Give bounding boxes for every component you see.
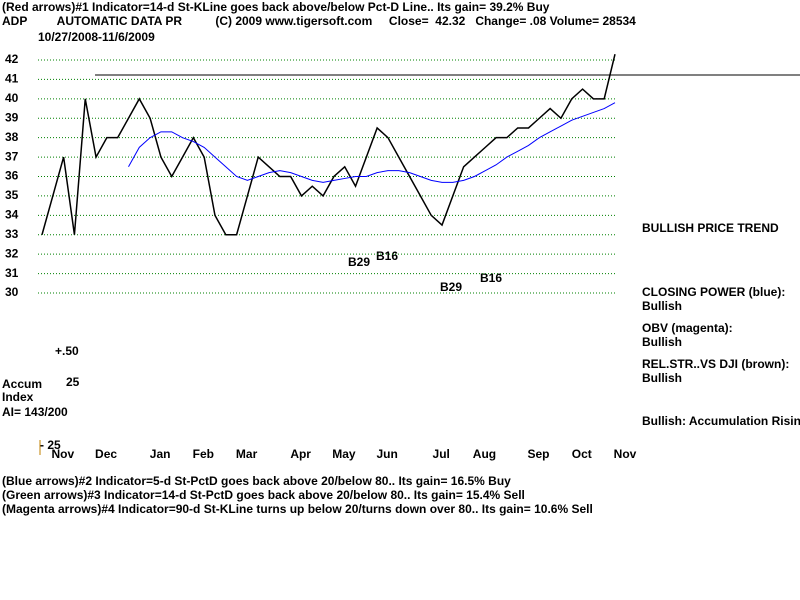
series-line: [41, 53, 616, 236]
note: - 25: [40, 438, 61, 452]
note: BULLISH PRICE TREND: [642, 221, 779, 235]
y-tick-label: 38: [5, 130, 19, 144]
x-tick-label: Nov: [614, 447, 637, 461]
x-tick-label: Nov: [51, 447, 74, 461]
y-tick-label: 37: [5, 149, 19, 163]
series-line: [128, 102, 616, 183]
x-tick-label: Aug: [473, 447, 496, 461]
footer-line: (Magenta arrows)#4 Indicator=90-d St-KLi…: [2, 502, 593, 516]
x-tick-label: Dec: [95, 447, 117, 461]
note: Bullish: [642, 371, 682, 385]
x-tick-label: Mar: [236, 447, 258, 461]
header-line: ADP AUTOMATIC DATA PR (C) 2009 www.tiger…: [2, 14, 636, 28]
y-tick-label: 33: [5, 227, 19, 241]
y-tick-label: 40: [5, 91, 19, 105]
x-tick-label: Apr: [290, 447, 311, 461]
y-tick-label: 36: [5, 169, 19, 183]
footer-line: (Green arrows)#3 Indicator=14-d St-PctD …: [2, 488, 525, 502]
x-tick-label: Jan: [150, 447, 171, 461]
y-tick-label: 39: [5, 110, 19, 124]
note: +.50: [55, 344, 79, 358]
note: Bullish: Accumulation Rising: [642, 414, 800, 428]
header-line: (Red arrows)#1 Indicator=14-d St-KLine g…: [2, 0, 550, 14]
note: CLOSING POWER (blue):: [642, 285, 785, 299]
y-tick-label: 35: [5, 188, 19, 202]
x-tick-label: Feb: [193, 447, 214, 461]
x-tick-label: Jun: [376, 447, 397, 461]
note: REL.STR..VS DJI (brown):: [642, 357, 789, 371]
annotation: B29: [348, 255, 370, 269]
note: Index: [2, 390, 34, 404]
note: OBV (magenta):: [642, 321, 733, 335]
y-tick-label: 34: [5, 208, 19, 222]
note: Accum: [2, 377, 42, 391]
annotation: B29: [440, 280, 462, 294]
y-tick-label: 32: [5, 246, 19, 260]
note: Bullish: [642, 335, 682, 349]
date-range: 10/27/2008-11/6/2009: [38, 30, 155, 44]
x-tick-label: Jul: [433, 447, 450, 461]
x-tick-label: May: [332, 447, 356, 461]
footer-line: (Blue arrows)#2 Indicator=5-d St-PctD go…: [2, 474, 511, 488]
note: 25: [66, 375, 80, 389]
x-tick-label: Oct: [572, 447, 592, 461]
y-tick-label: 30: [5, 285, 19, 299]
y-tick-label: 31: [5, 266, 19, 280]
y-tick-label: 42: [5, 52, 19, 66]
note: AI= 143/200: [2, 405, 68, 419]
note: Bullish: [642, 299, 682, 313]
annotation: B16: [480, 271, 502, 285]
x-tick-label: Sep: [528, 447, 550, 461]
y-tick-label: 41: [5, 72, 19, 86]
annotation: B16: [376, 249, 398, 263]
